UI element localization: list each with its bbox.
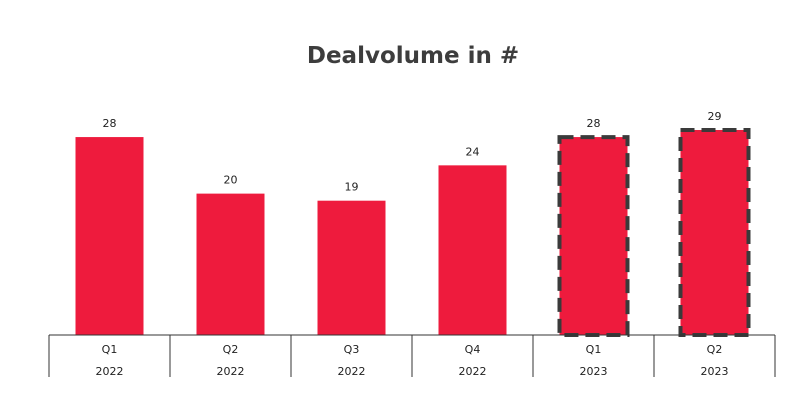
x-group-label: 2022 (217, 365, 245, 378)
x-tick-label: Q2 (707, 343, 723, 356)
x-group-label: 2022 (96, 365, 124, 378)
x-group-label: 2023 (701, 365, 729, 378)
x-tick-label: Q2 (223, 343, 239, 356)
x-group-label: 2022 (338, 365, 366, 378)
x-tick-label: Q1 (586, 343, 602, 356)
data-label: 19 (345, 181, 359, 194)
x-tick-label: Q1 (102, 343, 118, 356)
data-label: 29 (708, 110, 722, 123)
data-label: 28 (587, 117, 601, 130)
chart-title: Dealvolume in # (307, 43, 519, 69)
bars-group: 28 20 19 24 28 29 (75, 110, 751, 337)
data-label: 24 (466, 145, 480, 158)
bar (438, 165, 507, 335)
x-tick-label: Q4 (465, 343, 481, 356)
bar-highlighted (678, 128, 751, 337)
bar (317, 200, 386, 335)
x-tick-label: Q3 (344, 343, 360, 356)
bar (75, 137, 144, 335)
x-group-label: 2023 (580, 365, 608, 378)
bar (196, 193, 265, 335)
bar-highlighted (557, 135, 630, 337)
x-group-label: 2022 (459, 365, 487, 378)
data-label: 20 (224, 174, 238, 187)
x-axis: Q1 2022 Q2 2022 Q3 2022 Q4 2022 Q1 2023 Q2 2023 (48, 334, 776, 378)
data-label: 28 (103, 117, 117, 130)
